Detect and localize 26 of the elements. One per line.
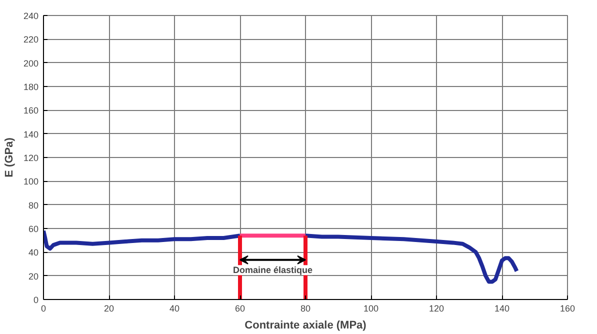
x-tick-label: 80 (300, 304, 311, 314)
y-axis-title: E (GPa) (3, 137, 16, 178)
y-tick-label: 160 (23, 106, 39, 116)
y-tick-label: 120 (23, 153, 39, 163)
x-tick-label: 100 (363, 304, 379, 314)
y-tick-label: 200 (23, 58, 39, 68)
x-tick-label: 160 (560, 304, 576, 314)
y-tick-label: 0 (33, 295, 39, 305)
y-tick-label: 140 (23, 129, 39, 140)
x-axis-title: Contrainte axiale (MPa) (244, 320, 367, 332)
y-tick-label: 80 (28, 200, 39, 210)
y-tick-label: 220 (23, 34, 39, 45)
x-tick-label: 20 (104, 304, 114, 314)
y-tick-label: 60 (28, 224, 39, 234)
y-tick-label: 240 (23, 11, 39, 21)
x-tick-label: 40 (169, 304, 180, 314)
y-tick-label: 20 (28, 271, 39, 282)
annotation: Domaine élastique (232, 265, 313, 276)
y-tick-label: 180 (23, 82, 39, 92)
y-tick-label: 40 (28, 248, 39, 258)
x-tick-label: 140 (494, 304, 510, 314)
y-tick-label: 100 (23, 176, 39, 187)
x-tick-label: 0 (40, 304, 46, 314)
line-series (44, 228, 242, 251)
x-tick-label: 120 (428, 304, 444, 314)
x-tick-label: 60 (234, 304, 246, 314)
